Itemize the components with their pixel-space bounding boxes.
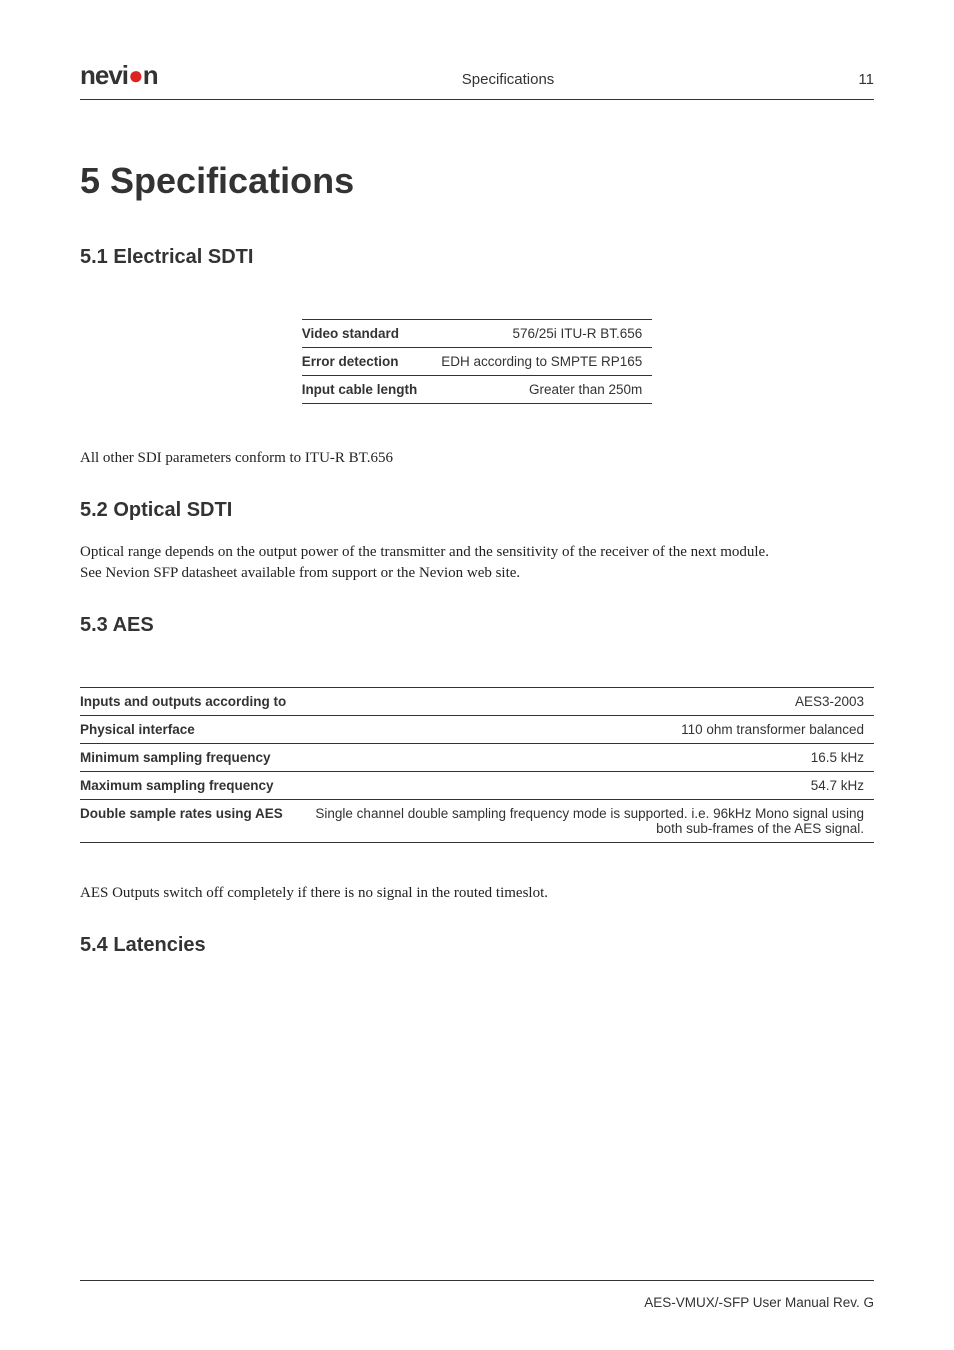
table-value: EDH according to SMPTE RP165	[441, 348, 652, 376]
table-value: 110 ohm transformer balanced	[310, 716, 874, 744]
table-row: Physical interface 110 ohm transformer b…	[80, 716, 874, 744]
header-title: Specifications	[462, 71, 555, 88]
logo-suffix: n	[143, 60, 158, 90]
paragraph-optical-2: See Nevion SFP datasheet available from …	[80, 563, 874, 584]
table-row: Video standard 576/25i ITU-R BT.656	[302, 320, 653, 348]
paragraph-aes-switch: AES Outputs switch off completely if the…	[80, 883, 874, 904]
page-footer: AES-VMUX/-SFP User Manual Rev. G	[80, 1280, 874, 1310]
section-5-4-heading: 5.4 Latencies	[80, 934, 874, 957]
table-label: Error detection	[302, 348, 442, 376]
table-label: Inputs and outputs according to	[80, 688, 310, 716]
table-aes: Inputs and outputs according to AES3-200…	[80, 687, 874, 843]
table-label: Maximum sampling frequency	[80, 772, 310, 800]
table-label: Minimum sampling frequency	[80, 744, 310, 772]
paragraph-optical-1: Optical range depends on the output powe…	[80, 542, 874, 563]
table-label: Video standard	[302, 320, 442, 348]
logo-dot-icon: ●	[128, 60, 143, 90]
table-value: AES3-2003	[310, 688, 874, 716]
chapter-heading: 5 Specifications	[80, 160, 874, 202]
table-row: Inputs and outputs according to AES3-200…	[80, 688, 874, 716]
table-label: Physical interface	[80, 716, 310, 744]
page-number: 11	[858, 71, 874, 88]
table-row: Input cable length Greater than 250m	[302, 376, 653, 404]
page: nevi●n Specifications 11 5 Specification…	[0, 0, 954, 1350]
table-row: Error detection EDH according to SMPTE R…	[302, 348, 653, 376]
section-5-3-heading: 5.3 AES	[80, 614, 874, 637]
table-value: 54.7 kHz	[310, 772, 874, 800]
section-5-2-heading: 5.2 Optical SDTI	[80, 499, 874, 522]
table-value: 576/25i ITU-R BT.656	[441, 320, 652, 348]
table-value: Single channel double sampling frequency…	[310, 800, 874, 843]
table-value: 16.5 kHz	[310, 744, 874, 772]
paragraph-sdi-conform: All other SDI parameters conform to ITU-…	[80, 448, 874, 469]
table-label: Input cable length	[302, 376, 442, 404]
table-row: Minimum sampling frequency 16.5 kHz	[80, 744, 874, 772]
table-electrical-sdti: Video standard 576/25i ITU-R BT.656 Erro…	[302, 319, 653, 404]
table-row: Maximum sampling frequency 54.7 kHz	[80, 772, 874, 800]
table-label: Double sample rates using AES	[80, 800, 310, 843]
section-5-1-heading: 5.1 Electrical SDTI	[80, 246, 874, 269]
page-header: nevi●n Specifications 11	[80, 60, 874, 100]
logo-prefix: nevi	[80, 60, 128, 90]
table-value: Greater than 250m	[441, 376, 652, 404]
logo: nevi●n	[80, 60, 158, 91]
table-row: Double sample rates using AES Single cha…	[80, 800, 874, 843]
footer-text: AES-VMUX/-SFP User Manual Rev. G	[644, 1295, 874, 1310]
